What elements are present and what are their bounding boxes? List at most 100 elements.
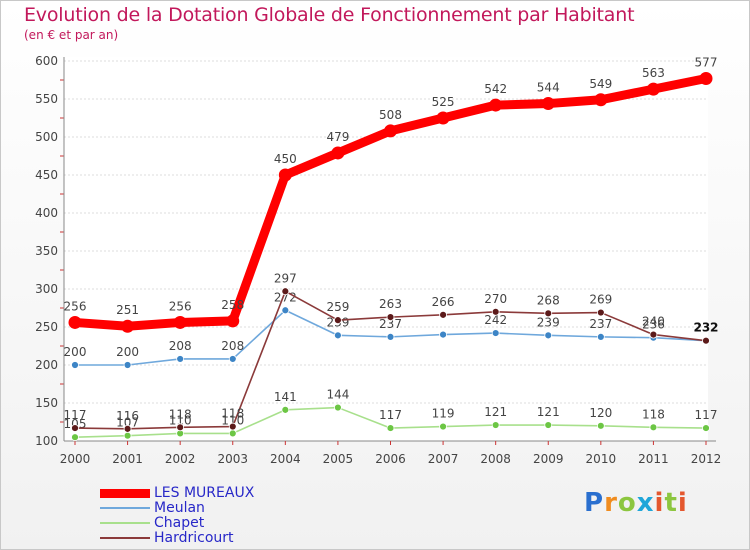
data-label: 200 — [116, 345, 139, 359]
y-tick-label: 250 — [35, 320, 58, 334]
data-label: 479 — [326, 130, 349, 144]
data-point — [596, 421, 605, 430]
data-point — [596, 332, 605, 341]
data-label: 117 — [64, 408, 87, 422]
x-tick-label: 2008 — [480, 452, 511, 466]
data-label: 256 — [64, 299, 87, 313]
data-label: 110 — [221, 413, 244, 427]
data-label: 200 — [64, 345, 87, 359]
data-label: 144 — [326, 388, 349, 402]
data-point — [491, 307, 500, 316]
x-tick-label: 2012 — [691, 452, 722, 466]
data-point — [226, 314, 240, 328]
data-point — [331, 146, 345, 160]
x-tick-label: 2000 — [60, 452, 91, 466]
x-tick-label: 2002 — [165, 452, 196, 466]
data-label: 242 — [484, 313, 507, 327]
data-point — [71, 433, 79, 442]
y-tick-label: 500 — [35, 130, 58, 144]
data-point — [228, 422, 237, 431]
data-label: 208 — [169, 339, 192, 353]
y-tick-label: 400 — [35, 206, 58, 220]
data-point — [281, 287, 290, 296]
data-label: 251 — [116, 303, 139, 317]
legend-label: Hardricourt — [154, 530, 234, 546]
legend-swatch — [100, 507, 150, 509]
logo-letter: i — [677, 488, 688, 518]
legend-item: LES MUREAUX — [100, 485, 254, 501]
data-label: 259 — [326, 300, 349, 314]
proxiti-logo: Proxiti — [584, 488, 688, 518]
data-label: 270 — [484, 292, 507, 306]
data-point — [334, 331, 342, 340]
data-point — [228, 429, 237, 438]
data-label: 141 — [274, 390, 297, 404]
plot-area — [64, 57, 708, 441]
data-point — [541, 97, 555, 111]
data-label: 577 — [695, 55, 718, 69]
data-point — [68, 315, 82, 329]
data-point — [699, 71, 713, 85]
data-label: 237 — [589, 317, 612, 331]
data-label: 117 — [379, 408, 402, 422]
x-tick-label: 2001 — [112, 452, 143, 466]
data-label: 263 — [379, 297, 402, 311]
x-tick-label: 2009 — [533, 452, 564, 466]
data-point — [544, 331, 553, 340]
data-label: 236 — [642, 318, 665, 332]
logo-letter: r — [604, 488, 618, 518]
data-point — [334, 316, 342, 325]
x-tick-label: 2007 — [428, 452, 459, 466]
legend-swatch — [100, 537, 150, 539]
y-tick-label: 200 — [35, 358, 58, 372]
data-label: 240 — [642, 315, 665, 329]
data-point — [123, 424, 132, 433]
data-label: 107 — [116, 416, 139, 430]
data-label: 232 — [695, 321, 718, 335]
y-tick-label: 300 — [35, 282, 58, 296]
data-label: 118 — [642, 407, 665, 421]
data-label: 118 — [169, 407, 192, 421]
legend-item: Chapet — [100, 515, 204, 531]
data-point — [228, 355, 237, 363]
y-tick-label: 450 — [35, 168, 58, 182]
data-point — [334, 403, 342, 412]
data-point — [123, 431, 132, 440]
data-point — [281, 405, 290, 414]
data-point — [123, 361, 132, 369]
data-point — [544, 309, 553, 318]
data-label: 121 — [484, 405, 507, 419]
data-point — [71, 424, 79, 432]
data-point — [439, 330, 447, 339]
data-label: 297 — [274, 271, 297, 285]
x-tick-label: 2003 — [217, 452, 248, 466]
data-point — [702, 336, 710, 345]
legend-label: Chapet — [154, 515, 205, 531]
data-label: 268 — [537, 293, 560, 307]
data-label: 508 — [379, 108, 402, 122]
data-label: 542 — [484, 82, 507, 96]
y-tick-label: 350 — [35, 244, 58, 258]
data-point — [489, 98, 503, 112]
data-label: 118 — [221, 407, 244, 421]
logo-letter: o — [617, 488, 637, 518]
logo-letter: i — [654, 488, 665, 518]
data-label: 239 — [537, 315, 560, 329]
x-tick-label: 2004 — [270, 452, 301, 466]
data-point — [649, 330, 658, 339]
data-point — [386, 424, 395, 432]
data-label: 525 — [432, 95, 455, 109]
y-tick-label: 100 — [35, 434, 58, 448]
data-label: 120 — [589, 406, 612, 420]
y-tick-label: 550 — [35, 92, 58, 106]
data-label: 256 — [169, 299, 192, 313]
data-point — [436, 111, 450, 125]
legend-item: Hardricourt — [100, 530, 234, 546]
data-point — [384, 124, 397, 138]
data-label: 121 — [537, 405, 560, 419]
data-label: 258 — [221, 298, 244, 312]
data-label: 544 — [537, 81, 560, 95]
data-point — [646, 82, 660, 96]
data-label: 563 — [642, 66, 665, 80]
